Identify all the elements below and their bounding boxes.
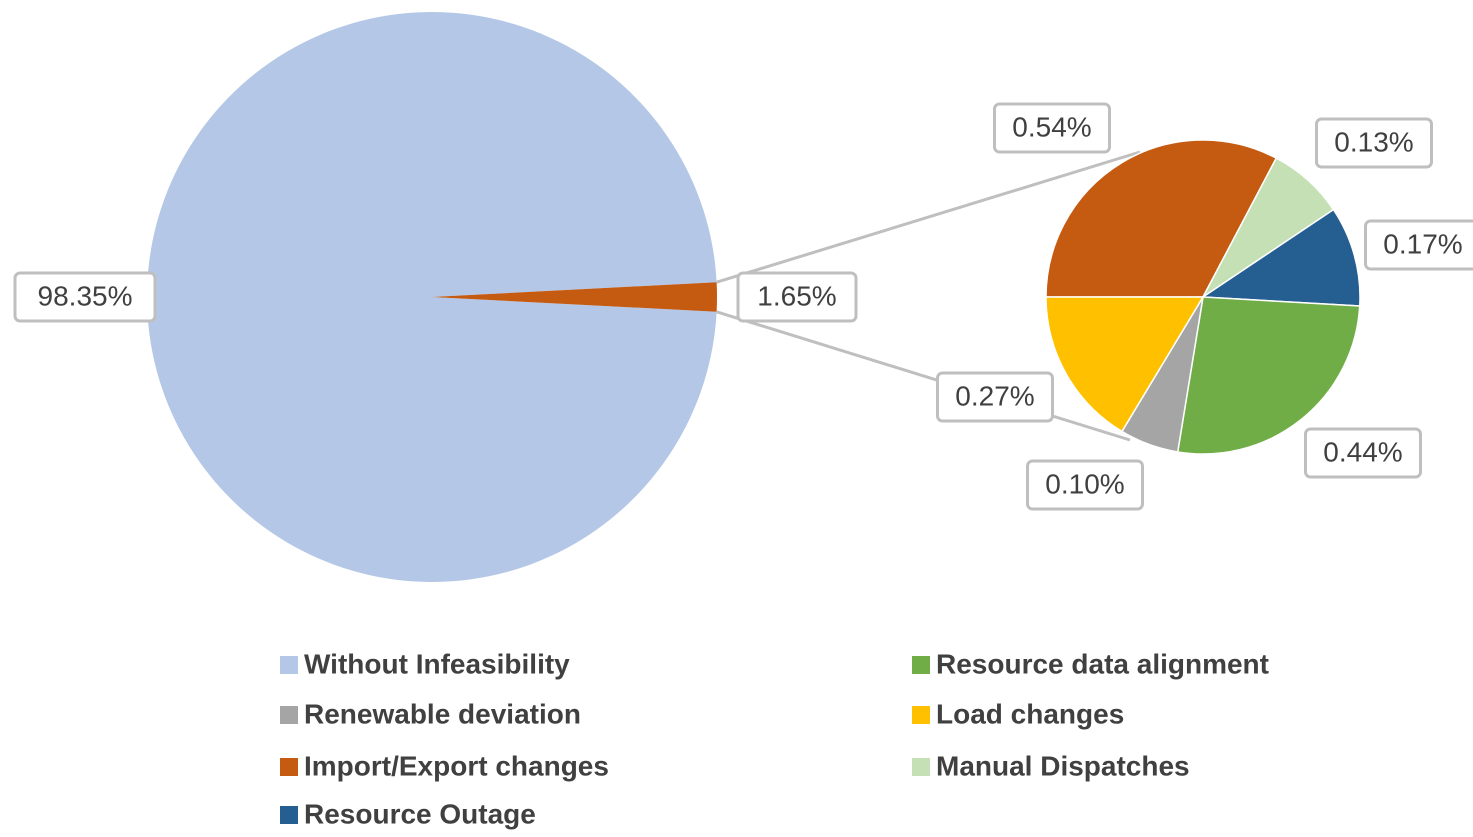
legend-label: Without Infeasibility — [304, 648, 570, 679]
data-label: 0.13% — [1334, 126, 1413, 157]
legend-swatch — [912, 758, 930, 776]
label-box — [1026, 459, 1144, 511]
legend-label: Manual Dispatches — [936, 750, 1190, 781]
legend-label: Import/Export changes — [304, 750, 609, 781]
legend-swatch — [912, 656, 930, 674]
label-box — [993, 102, 1111, 154]
label-box — [13, 271, 157, 323]
label-box — [1304, 427, 1422, 479]
label-box — [1364, 219, 1473, 271]
data-label: 0.27% — [955, 380, 1034, 411]
connector-line — [716, 150, 1141, 284]
data-label: 0.17% — [1383, 228, 1462, 259]
data-label: 98.35% — [38, 280, 133, 311]
legend-swatch — [280, 806, 298, 824]
pie-slice — [432, 282, 717, 312]
legend-label: Load changes — [936, 698, 1124, 729]
data-label: 0.54% — [1012, 111, 1091, 142]
legend-swatch — [280, 706, 298, 724]
pie-slice — [1200, 208, 1361, 307]
legend-swatch — [280, 758, 298, 776]
label-box — [1315, 117, 1433, 169]
data-label: 1.65% — [757, 280, 836, 311]
pie-slice — [147, 11, 717, 582]
pie-slice — [1045, 139, 1278, 298]
pie-slice — [1045, 296, 1205, 433]
legend-label: Resource data alignment — [936, 648, 1269, 679]
legend-swatch — [280, 656, 298, 674]
data-label: 0.10% — [1045, 468, 1124, 499]
data-label: 0.44% — [1323, 436, 1402, 467]
pie-slice — [1176, 296, 1361, 455]
label-box — [936, 371, 1054, 423]
connector-line — [716, 310, 1131, 442]
label-box — [736, 271, 858, 323]
legend-label: Renewable deviation — [304, 698, 581, 729]
legend-swatch — [912, 706, 930, 724]
legend-label: Resource Outage — [304, 798, 536, 829]
